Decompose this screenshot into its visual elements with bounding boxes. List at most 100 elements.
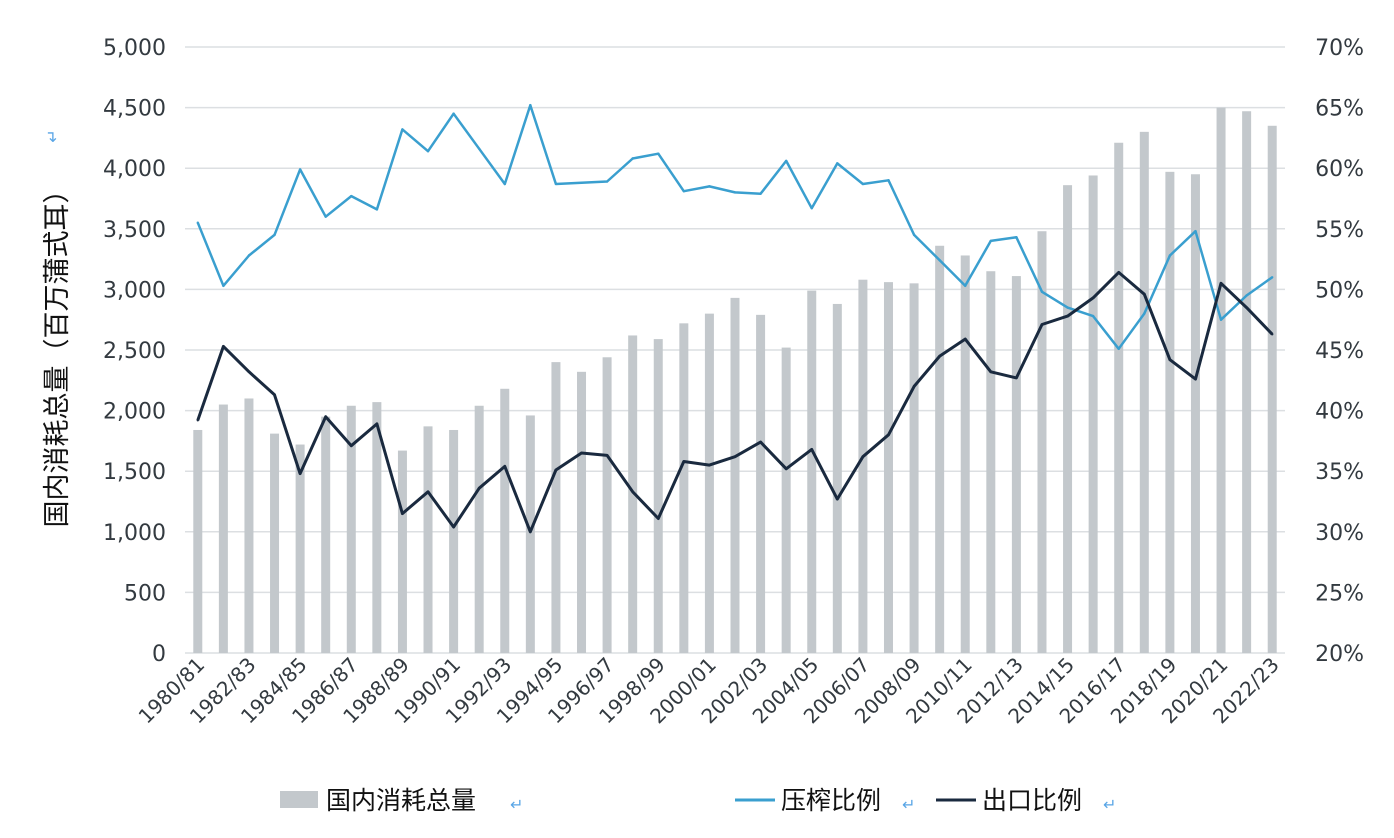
bar xyxy=(679,323,689,653)
bar xyxy=(244,398,254,653)
bar xyxy=(500,388,510,653)
bar xyxy=(1139,131,1149,654)
bar xyxy=(1011,276,1021,653)
crush-ratio-point xyxy=(273,233,276,237)
export-ratio-point xyxy=(1066,314,1069,318)
bar xyxy=(1190,174,1200,653)
bar xyxy=(295,444,305,653)
crush-ratio-point xyxy=(605,180,609,183)
bar xyxy=(832,303,842,653)
export-ratio-point xyxy=(989,370,993,374)
legend-mark-consumption: ↵ xyxy=(510,795,523,814)
y-axis-right: 20% 25% 30% 35% 40% 45% 50% 55% 60% 65% 70% xyxy=(1315,36,1364,667)
bar xyxy=(653,339,663,653)
crush-ratio-point xyxy=(1194,230,1197,233)
crush-ratio-point xyxy=(657,152,660,155)
export-ratio-point xyxy=(503,465,506,468)
export-ratio-point xyxy=(477,486,481,490)
export-ratio-point xyxy=(1271,333,1274,336)
y2-tick-label: 60% xyxy=(1315,157,1364,182)
crush-ratio-point xyxy=(350,194,353,198)
crush-ratio-point xyxy=(196,221,199,224)
bar xyxy=(1242,111,1252,653)
crush-ratio-point xyxy=(912,233,916,237)
export-ratio-point xyxy=(273,393,276,397)
legend-item-export: 出口比例 ↵ xyxy=(936,786,1116,815)
y-tick-label: 3,500 xyxy=(103,218,166,243)
y2-tick-label: 70% xyxy=(1315,36,1364,61)
y-tick-label: 4,500 xyxy=(103,97,166,122)
export-ratio-point xyxy=(708,463,711,467)
export-ratio-point xyxy=(631,490,634,494)
bar xyxy=(346,405,356,653)
bar xyxy=(1165,171,1175,653)
y2-tick-label: 40% xyxy=(1315,400,1364,425)
y-tick-label: 3,000 xyxy=(103,278,166,303)
bar xyxy=(321,416,331,653)
bar xyxy=(1088,175,1098,654)
export-ratio-point xyxy=(1040,323,1044,326)
crush-ratio-point xyxy=(580,181,583,184)
x-axis: 1980/811982/831984/851986/871988/891990/… xyxy=(134,653,1284,729)
crush-ratio-point xyxy=(452,112,455,115)
y2-tick-label: 45% xyxy=(1315,339,1364,364)
bar xyxy=(602,357,612,653)
export-ratio-point xyxy=(580,451,583,455)
export-ratio-point xyxy=(1015,376,1018,380)
crush-ratio-point xyxy=(503,182,506,186)
export-ratio-point xyxy=(759,440,762,444)
bar xyxy=(730,297,740,653)
y-tick-label: 5,000 xyxy=(103,36,166,61)
legend-item-crush: 压榨比例 ↵ xyxy=(735,786,915,815)
export-ratio-point xyxy=(1168,358,1172,361)
export-ratio-point xyxy=(733,455,737,458)
export-ratio-point xyxy=(1245,306,1248,309)
export-ratio-point xyxy=(1194,377,1197,381)
legend-label-export: 出口比例 xyxy=(982,786,1082,815)
export-ratio-point xyxy=(657,517,660,520)
crush-ratio-point xyxy=(1271,276,1274,279)
bar xyxy=(960,255,970,654)
export-ratio-point xyxy=(324,415,327,418)
bar xyxy=(756,314,766,653)
export-ratio-point xyxy=(887,433,890,437)
crush-ratio-point xyxy=(836,162,839,165)
crush-ratio-point xyxy=(759,192,762,195)
y2-tick-label: 20% xyxy=(1315,642,1364,667)
crush-ratio-point xyxy=(784,159,788,163)
y-axis-title: 国内消耗总量（百万蒲式耳） xyxy=(42,177,73,528)
bar xyxy=(1114,142,1124,654)
legend-item-consumption: 国内消耗总量 ↵ xyxy=(280,786,523,815)
crush-ratio-point xyxy=(1219,318,1223,321)
y-tick-label: 4,000 xyxy=(103,157,166,182)
crush-ratio-point xyxy=(1143,312,1146,315)
crush-ratio-point xyxy=(1040,290,1044,294)
bar xyxy=(270,433,280,653)
y-tick-label: 2,000 xyxy=(103,400,166,425)
y-tick-label: 0 xyxy=(152,642,166,667)
export-ratio-point xyxy=(554,468,558,472)
crush-ratio-point xyxy=(682,190,686,193)
export-ratio-point xyxy=(912,385,916,388)
export-ratio-point xyxy=(1117,271,1120,274)
bar xyxy=(628,335,638,653)
export-ratio-point xyxy=(605,454,609,457)
crush-ratio-point xyxy=(810,206,813,210)
legend-mark-export: ↵ xyxy=(1103,795,1116,814)
crush-ratio-point xyxy=(887,179,890,182)
export-ratio-point xyxy=(938,354,941,358)
crush-ratio-point xyxy=(1117,347,1120,350)
crush-ratio-point xyxy=(324,215,327,218)
bar xyxy=(781,347,791,653)
bar xyxy=(577,371,587,653)
export-ratio-point xyxy=(810,448,813,451)
legend-label-consumption: 国内消耗总量 xyxy=(326,786,476,815)
export-ratio-point xyxy=(836,497,839,501)
crush-ratio-point xyxy=(1066,306,1069,309)
bar xyxy=(474,405,484,653)
y-axis-left: 0 500 1,000 1,500 2,000 2,500 3,000 3,500 4,000 4… xyxy=(103,36,166,667)
export-ratio-point xyxy=(682,460,686,463)
crush-ratio-point xyxy=(222,284,225,287)
bar xyxy=(1216,107,1226,654)
export-ratio-point xyxy=(196,419,199,422)
